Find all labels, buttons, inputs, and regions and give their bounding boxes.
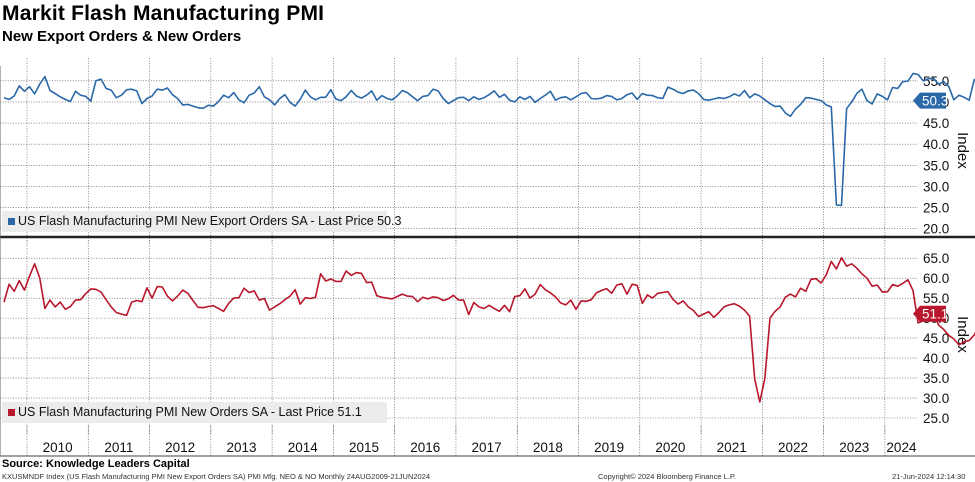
x-tick-label: 2014 <box>288 440 319 455</box>
export-last-price-tag <box>913 92 946 109</box>
source-note: Source: Knowledge Leaders Capital <box>2 458 190 470</box>
orders-y-tick-label: 25.0 <box>923 411 949 426</box>
x-tick-label: 2023 <box>839 440 869 455</box>
orders-last-price-tag <box>913 305 946 322</box>
x-tick-label: 2010 <box>43 440 73 455</box>
x-axis: 2010 2011 2012 2013 2014 2015 2016 2017 2018 2019… <box>26 426 917 456</box>
export-legend-swatch <box>8 218 15 225</box>
ticker-line: KXUSMNDF Index (US Flash Manufacturing P… <box>2 472 431 481</box>
orders-y-tick-label: 30.0 <box>923 391 949 406</box>
orders-legend-text: US Flash Manufacturing PMI New Orders SA… <box>18 405 362 419</box>
export-y-tick-label: 25.0 <box>923 201 949 216</box>
orders-last-price-label: 51.1 <box>922 307 948 322</box>
orders-legend-swatch <box>8 409 15 416</box>
export-series-line <box>3 72 975 207</box>
x-tick-label: 2012 <box>165 440 195 455</box>
export-y-axis-label: Index <box>954 132 971 169</box>
x-tick-label: 2024 <box>886 440 917 455</box>
export-last-price-label: 50.3 <box>922 94 948 109</box>
x-tick-label: 2013 <box>226 440 256 455</box>
export-legend-text: US Flash Manufacturing PMI New Export Or… <box>18 214 402 228</box>
chart-title: Markit Flash Manufacturing PMI <box>2 2 325 25</box>
copyright: Copyright© 2024 Bloomberg Finance L.P. <box>598 472 736 481</box>
orders-y-tick-label: 55.0 <box>923 291 949 306</box>
orders-y-tick-label: 40.0 <box>923 351 949 366</box>
export-legend-box <box>2 211 387 232</box>
x-tick-label: 2019 <box>594 440 624 455</box>
export-y-tick-label: 40.0 <box>923 137 949 152</box>
chart-subtitle: New Export Orders & New Orders <box>2 28 242 45</box>
orders-series-line <box>3 256 975 403</box>
x-tick-label: 2018 <box>533 440 563 455</box>
export-y-tick-label: 45.0 <box>923 116 949 131</box>
export-orders-panel: 20.025.030.035.040.045.050.055.0Index50.… <box>0 58 975 243</box>
export-y-tick-label: 20.0 <box>923 222 949 237</box>
orders-legend-box <box>2 402 387 423</box>
orders-y-tick-label: 60.0 <box>923 271 949 286</box>
x-tick-label: 2011 <box>104 440 133 455</box>
timestamp: 21-Jun-2024 12:14:30 <box>892 472 966 481</box>
orders-y-tick-label: 35.0 <box>923 371 949 386</box>
export-y-tick-label: 35.0 <box>923 158 949 173</box>
export-y-tick-label: 30.0 <box>923 179 949 194</box>
x-tick-label: 2021 <box>717 440 747 455</box>
x-tick-label: 2016 <box>410 440 440 455</box>
orders-y-tick-label: 65.0 <box>923 251 949 266</box>
chart-frame <box>0 66 975 457</box>
x-tick-label: 2015 <box>349 440 379 455</box>
x-tick-label: 2017 <box>472 440 502 455</box>
orders-y-tick-label: 45.0 <box>923 331 949 346</box>
new-orders-panel: 25.030.035.040.045.050.055.060.065.0Inde… <box>0 235 975 434</box>
x-tick-label: 2020 <box>655 440 685 455</box>
x-tick-label: 2022 <box>778 440 808 455</box>
orders-y-axis-label: Index <box>954 316 971 353</box>
